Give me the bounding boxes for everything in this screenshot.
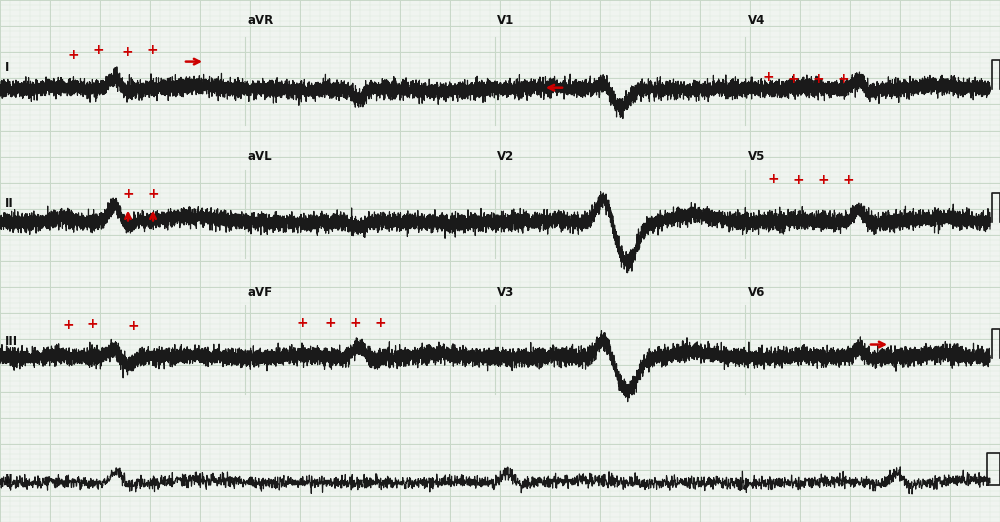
Text: +: + xyxy=(121,45,133,59)
Text: +: + xyxy=(127,319,139,333)
Text: II: II xyxy=(5,197,14,210)
Text: V2: V2 xyxy=(497,150,514,163)
Text: +: + xyxy=(374,316,386,329)
Text: III: III xyxy=(5,336,18,348)
Text: +: + xyxy=(817,173,829,187)
Text: +: + xyxy=(812,73,824,86)
Text: +: + xyxy=(92,43,104,56)
Text: +: + xyxy=(767,172,779,185)
Text: +: + xyxy=(324,316,336,329)
Text: +: + xyxy=(62,318,74,331)
Text: aVF: aVF xyxy=(248,286,273,299)
Text: +: + xyxy=(762,70,774,84)
Text: V1: V1 xyxy=(497,15,514,27)
Text: +: + xyxy=(296,316,308,329)
Text: +: + xyxy=(122,187,134,201)
Text: +: + xyxy=(792,173,804,187)
Text: I: I xyxy=(5,62,9,74)
Text: +: + xyxy=(842,173,854,187)
Text: +: + xyxy=(147,187,159,201)
Text: II: II xyxy=(5,473,14,485)
Text: V4: V4 xyxy=(748,15,765,27)
Text: aVR: aVR xyxy=(248,15,274,27)
Text: V5: V5 xyxy=(748,150,765,163)
Text: V3: V3 xyxy=(497,286,514,299)
Text: +: + xyxy=(787,73,799,86)
Text: +: + xyxy=(837,73,849,86)
Text: V6: V6 xyxy=(748,286,765,299)
Text: +: + xyxy=(86,317,98,330)
Text: aVL: aVL xyxy=(248,150,273,163)
Text: +: + xyxy=(349,316,361,329)
Text: +: + xyxy=(67,48,79,62)
Text: +: + xyxy=(146,43,158,56)
